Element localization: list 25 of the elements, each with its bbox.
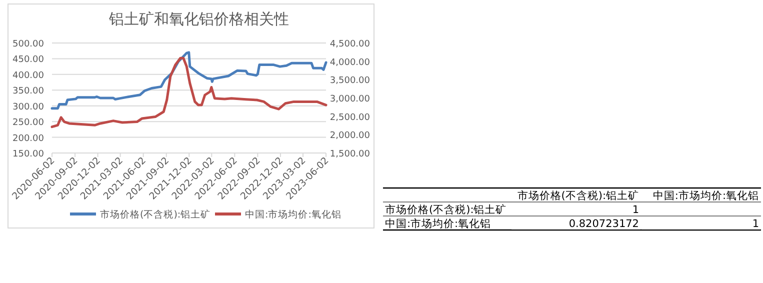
line-series [50,56,328,128]
y2-tick-label: 3,000.00 [330,94,370,104]
y2-tick-label: 2,000.00 [330,131,370,142]
data-label: 1 [752,218,759,230]
y-tick-label: 150.00 [12,150,44,160]
data-label: 0.820723172 [568,218,639,230]
chart-title: 铝土矿和氧化铝价格相关性 [108,10,289,28]
y-tick-label: 250.00 [12,118,44,128]
legend-label: 市场价格(不含税):铝土矿 [100,208,211,220]
y-tick-label: 500.00 [12,40,44,50]
y2-tick-label: 1,500.00 [330,150,370,160]
y2-tick-label: 4,000.00 [330,58,370,68]
y-tick-label: 300.00 [12,102,44,112]
y-tick-label: 400.00 [12,70,44,81]
y2-tick-label: 2,500.00 [330,112,370,123]
y2-tick-label: 4,500.00 [330,40,370,50]
y-tick-label: 350.00 [12,86,44,97]
x-tick-label: 市场价格(不含税):铝土矿 [517,189,639,202]
line-series [50,51,328,110]
x-tick-label: 中国:市场均价:氧化铝 [652,189,759,202]
legend-label: 中国:市场均价:氧化铝 [245,208,342,220]
y2-tick-label: 3,500.00 [330,76,370,86]
data-label: 1 [632,204,639,216]
y-tick-label: 200.00 [12,134,44,144]
y-tick-label: 450.00 [12,55,44,66]
